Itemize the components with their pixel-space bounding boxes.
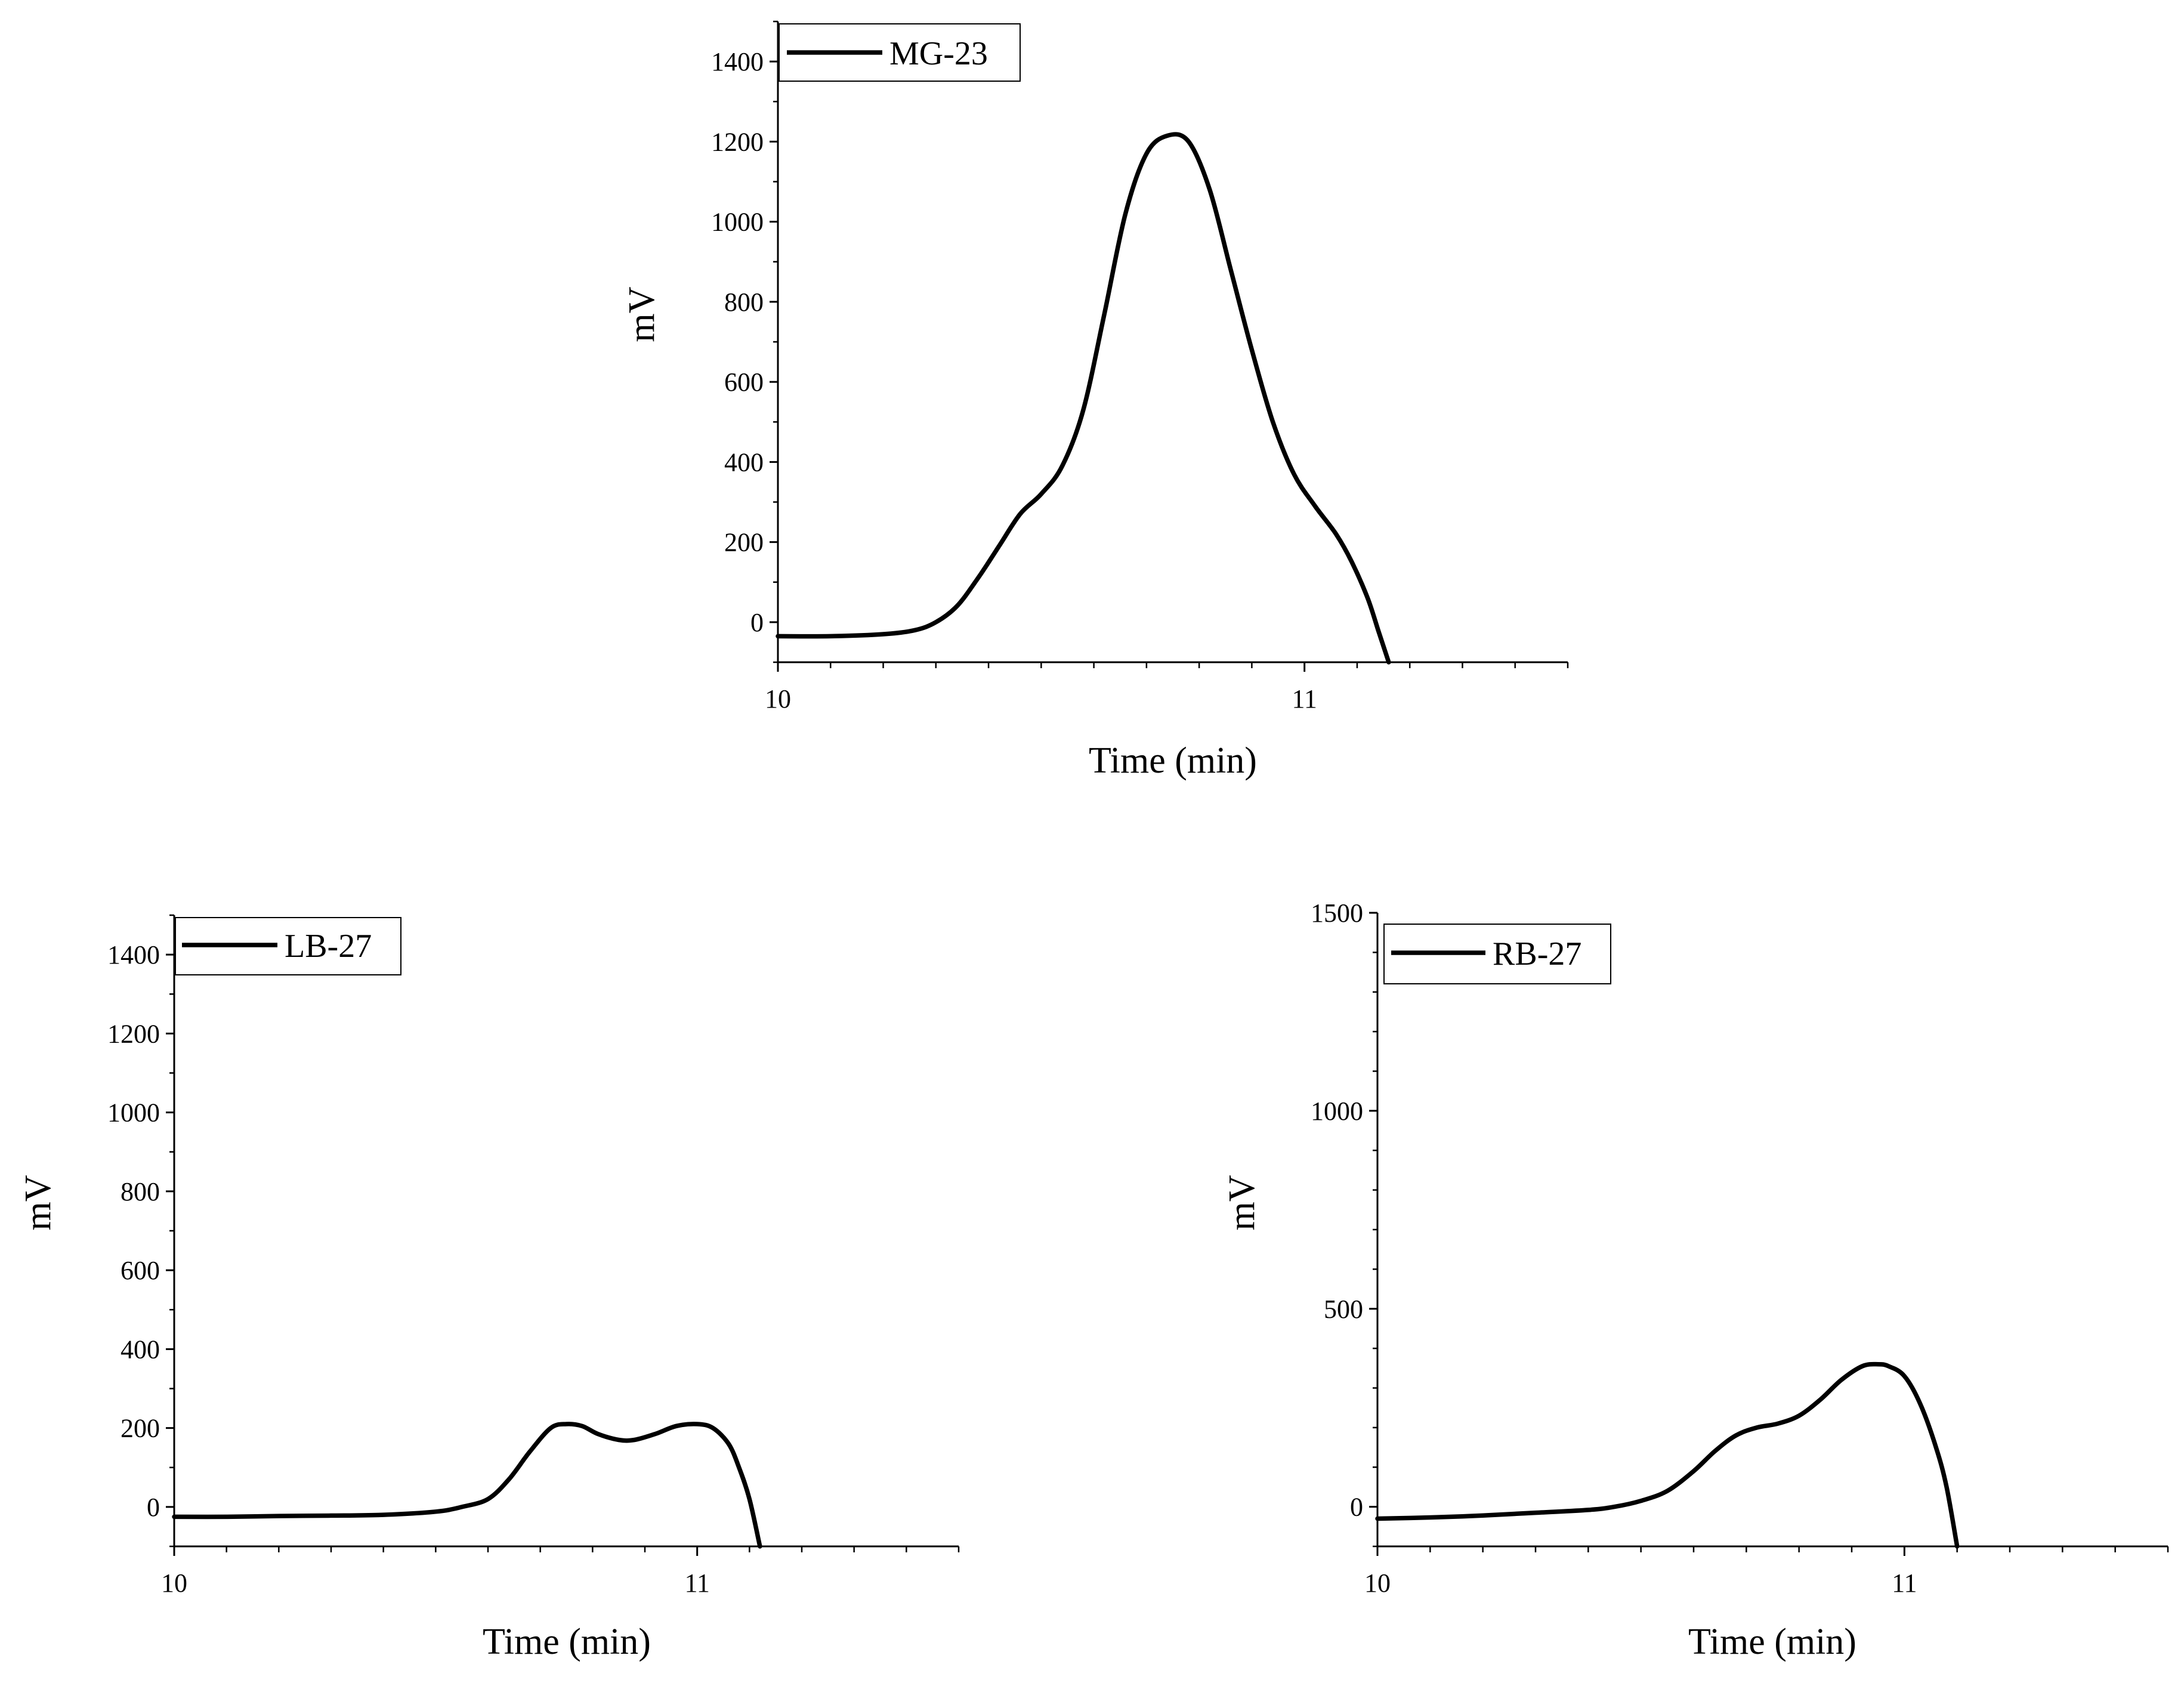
y-tick-label: 200 — [724, 528, 764, 557]
y-tick-label: 600 — [724, 368, 764, 397]
x-tick-label: 11 — [1892, 1568, 1917, 1598]
x-tick-label: 10 — [765, 684, 791, 714]
y-tick-label: 500 — [1324, 1295, 1363, 1324]
y-tick-label: 1400 — [711, 47, 764, 76]
y-ticks: 0 500 1000 1500 — [1311, 898, 1377, 1548]
y-axis-title: mV — [18, 1175, 58, 1230]
y-axis-title: mV — [1222, 1175, 1262, 1230]
y-tick-label: 1000 — [107, 1098, 160, 1128]
y-tick-label: 1400 — [107, 940, 160, 969]
x-axis-title: Time (min) — [483, 1622, 651, 1662]
axes — [173, 915, 959, 1548]
legend-label: MG-23 — [889, 35, 988, 72]
y-axis-title: mV — [622, 286, 662, 342]
x-axis-title: Time (min) — [1688, 1622, 1856, 1662]
chart-panel-mg-23: 0 200 400 600 800 1000 1200 1400 10 11 mV Time (… — [622, 20, 1569, 781]
chart-panel-lb-27: 0 200 400 600 800 1000 1200 1400 10 11 mV Time (… — [18, 914, 960, 1662]
x-tick-label: 10 — [161, 1568, 187, 1598]
x-tick-label: 11 — [684, 1568, 709, 1598]
y-tick-label: 1200 — [107, 1019, 160, 1048]
x-ticks: 10 11 — [161, 1546, 960, 1598]
legend: MG-23 — [779, 23, 1021, 82]
y-tick-label: 0 — [147, 1493, 160, 1522]
series-line-mg-23 — [776, 132, 1391, 665]
axes — [777, 21, 1568, 663]
legend: RB-27 — [1383, 924, 1611, 984]
y-tick-label: 1000 — [711, 208, 764, 237]
y-tick-label: 800 — [724, 288, 764, 317]
y-tick-label: 1000 — [1311, 1097, 1363, 1126]
axes — [1376, 913, 2168, 1548]
y-tick-label: 200 — [121, 1414, 160, 1443]
legend: LB-27 — [175, 917, 401, 975]
x-tick-label: 10 — [1364, 1568, 1391, 1598]
y-tick-label: 600 — [121, 1256, 160, 1285]
x-tick-label: 11 — [1292, 684, 1317, 714]
y-tick-label: 0 — [1350, 1493, 1363, 1522]
x-ticks: 10 11 — [1364, 1546, 2169, 1598]
y-tick-label: 400 — [724, 447, 764, 477]
y-ticks: 0 200 400 600 800 1000 1200 1400 — [107, 914, 174, 1548]
y-tick-label: 400 — [121, 1335, 160, 1364]
y-tick-label: 800 — [121, 1177, 160, 1206]
y-tick-label: 1200 — [711, 127, 764, 156]
chart-panel-rb-27: 0 500 1000 1500 10 11 mV Time (min) RB-27 — [1222, 898, 2169, 1662]
x-axis-title: Time (min) — [1089, 740, 1257, 781]
y-tick-label: 1500 — [1311, 898, 1363, 928]
x-ticks: 10 11 — [765, 662, 1569, 714]
legend-label: RB-27 — [1493, 935, 1581, 972]
y-tick-label: 0 — [750, 608, 764, 637]
series-line-rb-27 — [1375, 1361, 1960, 1549]
y-ticks: 0 200 400 600 800 1000 1200 1400 — [711, 20, 778, 663]
series-line-lb-27 — [172, 1422, 762, 1549]
legend-label: LB-27 — [285, 928, 372, 965]
